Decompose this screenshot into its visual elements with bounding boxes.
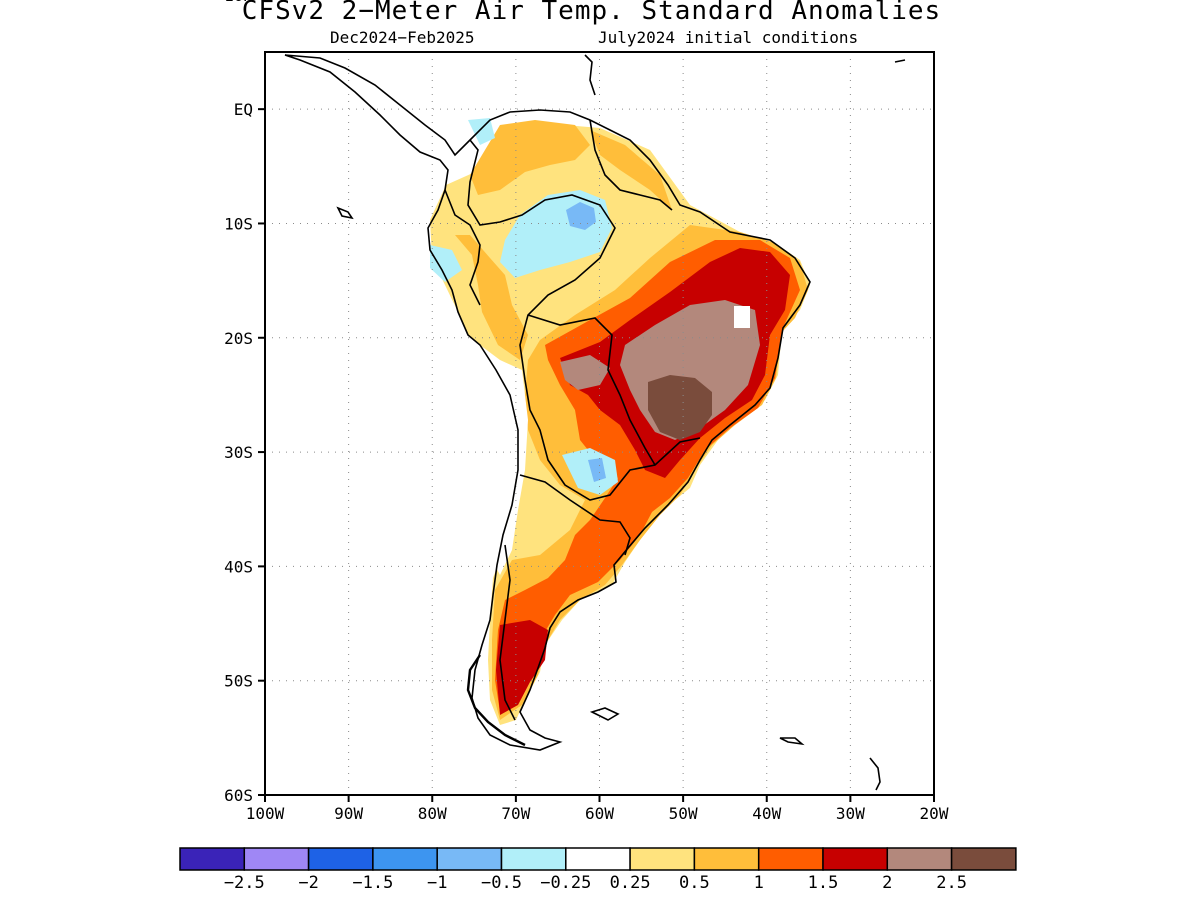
anomaly-shading <box>430 118 810 725</box>
anomaly-zone-0.5-1-guianas <box>590 130 672 210</box>
lon-tick-label: 90W <box>334 804 363 823</box>
anomaly-zone-cool-ecuador <box>430 245 462 282</box>
colorbar-swatch <box>886 847 953 871</box>
colorbar-swatch <box>436 847 503 871</box>
lat-tick-label: 40S <box>224 557 253 576</box>
coastlines <box>284 54 906 791</box>
country-borders-venezuela <box>589 119 673 211</box>
colorbar-swatch <box>757 847 824 871</box>
lat-tick-label: 10S <box>224 214 253 233</box>
country-borders-chile <box>499 544 516 721</box>
country-borders-argentina <box>519 474 631 556</box>
lon-tick-label: 100W <box>246 804 285 823</box>
anomaly-zone-1.5-2-patagonia <box>496 620 548 715</box>
colorbar-swatch <box>243 847 310 871</box>
anomaly-zone-0.5-1-north <box>470 120 590 195</box>
colorbar-label: −2.5 <box>224 873 265 893</box>
anomaly-zone-cool-chaco <box>562 448 618 495</box>
anomaly-zone-neutral-chile <box>492 360 528 575</box>
lon-tick-label: 30W <box>836 804 865 823</box>
colorbar-swatch <box>565 847 631 871</box>
country-borders-ecuador-peru <box>444 189 481 306</box>
colorbar-swatch <box>372 847 438 871</box>
lon-tick-label: 20W <box>920 804 949 823</box>
lon-tick-label: 60W <box>585 804 614 823</box>
colorbar-swatch <box>307 847 374 871</box>
map-title: CFSv2 2−Meter Air Temp. Standard Anomali… <box>241 0 942 26</box>
caribbean-islands <box>584 54 596 96</box>
lon-tick-label: 80W <box>418 804 447 823</box>
falkland-islands <box>589 707 620 721</box>
lon-tick-label: 40W <box>752 804 781 823</box>
colorbar-swatch <box>693 847 760 871</box>
south-georgia <box>779 737 805 746</box>
lat-tick-label: 10N <box>224 0 253 5</box>
lat-tick-label: 20S <box>224 329 253 348</box>
south-america-coastline <box>284 54 811 751</box>
colorbar-label: 1 <box>754 873 764 893</box>
fjord-coast <box>466 654 526 747</box>
country-borders-bolivia <box>527 314 656 466</box>
colorbar-label: −0.5 <box>481 873 522 893</box>
lon-tick-label: 50W <box>669 804 698 823</box>
lat-tick-label: EQ <box>234 100 253 119</box>
colorbar-label: −1 <box>427 873 447 893</box>
colorbar-swatch <box>629 847 696 871</box>
anomaly-zone-cool-chaco-core <box>588 458 606 482</box>
colorbar-swatch <box>950 847 1017 871</box>
sandwich-islands <box>869 757 881 791</box>
anomaly-zone-neutral-box <box>734 306 750 328</box>
galapagos-islands <box>336 206 354 220</box>
colorbar-label: 2 <box>882 873 892 893</box>
colorbar-label: −0.25 <box>540 873 591 893</box>
lat-tick-label: 60S <box>224 786 253 805</box>
lat-tick-label: 50S <box>224 672 253 691</box>
anomaly-zone-0.5-1-andes <box>455 235 528 360</box>
cape-verde-islands <box>894 59 906 63</box>
anomaly-zone-above-2.5 <box>648 375 712 440</box>
colorbar: −2.5 −2 −1.5 −1 −0.5 −0.25 0.25 0.5 1 1.5 2 2.5 <box>179 847 1017 893</box>
colorbar-swatch <box>500 847 567 871</box>
anomaly-zone-2-2.5-west <box>560 355 610 390</box>
colorbar-label: 0.25 <box>610 873 651 893</box>
lat-tick-label: 30S <box>224 443 253 462</box>
colorbar-swatch <box>822 847 889 871</box>
colorbar-label: 2.5 <box>936 873 967 893</box>
anomaly-zone-cool-colombia <box>468 118 495 145</box>
colorbar-label: 0.5 <box>679 873 710 893</box>
lon-tick-label: 70W <box>501 804 530 823</box>
colorbar-swatch <box>179 847 246 871</box>
initial-conditions: July2024 initial conditions <box>598 28 859 47</box>
colorbar-label: 1.5 <box>808 873 839 893</box>
forecast-period: Dec2024−Feb2025 <box>330 28 475 47</box>
colorbar-label: −1.5 <box>352 873 393 893</box>
country-borders-main <box>467 139 701 501</box>
colorbar-label: −2 <box>298 873 318 893</box>
